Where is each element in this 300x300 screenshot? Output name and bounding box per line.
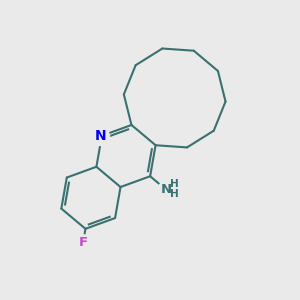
Text: N: N bbox=[94, 129, 106, 143]
Text: F: F bbox=[79, 236, 88, 249]
Text: H: H bbox=[170, 179, 179, 189]
Text: N: N bbox=[161, 183, 172, 196]
Text: H: H bbox=[170, 189, 179, 199]
